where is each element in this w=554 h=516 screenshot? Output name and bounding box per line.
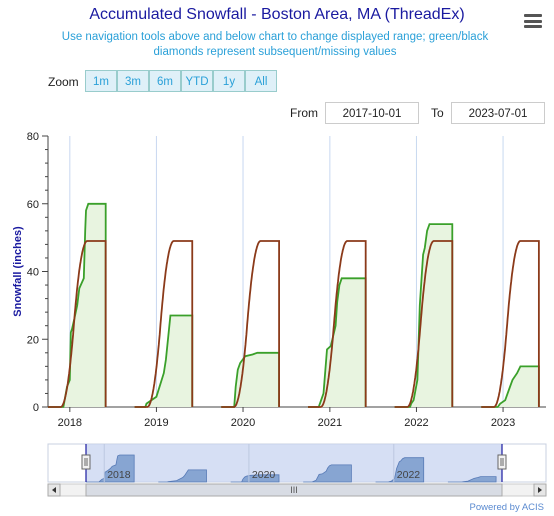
normal-line xyxy=(221,240,280,408)
normal-line xyxy=(134,240,194,408)
observed-line xyxy=(308,277,367,408)
chevron-left-icon xyxy=(52,487,56,493)
scrollbar-thumb[interactable] xyxy=(85,483,503,497)
navigator-left-handle[interactable] xyxy=(81,454,91,470)
zoom-label: Zoom xyxy=(48,75,79,89)
observed-line xyxy=(221,351,281,408)
y-tick-label: 20 xyxy=(27,334,39,346)
zoom-3m-button[interactable]: 3m xyxy=(117,70,149,92)
chart-title: Accumulated Snowfall - Boston Area, MA (… xyxy=(89,6,465,23)
observed-area xyxy=(48,203,106,407)
observed-line xyxy=(134,314,194,408)
x-tick-label: 2019 xyxy=(144,417,168,429)
navigator-series xyxy=(86,454,135,483)
navigator-year-label: 2022 xyxy=(397,469,421,481)
observed-area xyxy=(308,278,366,407)
x-tick-label: 2018 xyxy=(58,417,82,429)
chevron-right-icon xyxy=(538,487,542,493)
zoom-1y-button[interactable]: 1y xyxy=(213,70,245,92)
y-axis-title: Snowfall (inches) xyxy=(12,226,24,317)
navigator-selection xyxy=(86,444,502,482)
navigator-series xyxy=(303,464,352,483)
normal-line xyxy=(48,240,107,408)
observed-area xyxy=(394,224,453,407)
normal-line xyxy=(308,240,367,408)
zoom-6m-button[interactable]: 6m xyxy=(149,70,181,92)
observed-area xyxy=(221,352,280,407)
y-tick-label: 40 xyxy=(27,267,39,279)
navigator-year-label: 2018 xyxy=(107,469,131,481)
navigator-series xyxy=(375,457,425,483)
observed-line xyxy=(481,365,540,408)
navigator-series xyxy=(447,476,497,483)
x-tick-label: 2023 xyxy=(491,417,515,429)
x-tick-label: 2020 xyxy=(231,417,255,429)
grip-icon: III xyxy=(290,485,298,495)
x-tick-label: 2021 xyxy=(318,417,342,429)
observed-line xyxy=(394,223,454,408)
normal-line xyxy=(394,240,454,408)
zoom-ytd-button[interactable]: YTD xyxy=(181,70,213,92)
to-date-input[interactable]: 2023-07-01 xyxy=(451,102,545,124)
zoom-1m-button[interactable]: 1m xyxy=(85,70,117,92)
navigator-year-label: 2020 xyxy=(252,469,276,481)
chart-subtitle: Use navigation tools above and below cha… xyxy=(61,31,489,58)
from-date-input[interactable]: 2017-10-01 xyxy=(325,102,419,124)
y-tick-label: 80 xyxy=(27,131,39,143)
to-label: To xyxy=(431,106,444,120)
hamburger-menu-icon[interactable] xyxy=(524,14,542,30)
normal-line xyxy=(481,240,540,408)
from-label: From xyxy=(290,106,318,120)
x-tick-label: 2022 xyxy=(404,417,428,429)
zoom-all-button[interactable]: All xyxy=(245,70,277,92)
y-tick-label: 60 xyxy=(27,199,39,211)
y-tick-label: 0 xyxy=(33,402,39,414)
navigator-right-handle[interactable] xyxy=(497,454,507,470)
credit-link[interactable]: Powered by ACIS xyxy=(469,502,544,513)
navigator-series xyxy=(158,469,207,483)
observed-area xyxy=(134,315,193,407)
